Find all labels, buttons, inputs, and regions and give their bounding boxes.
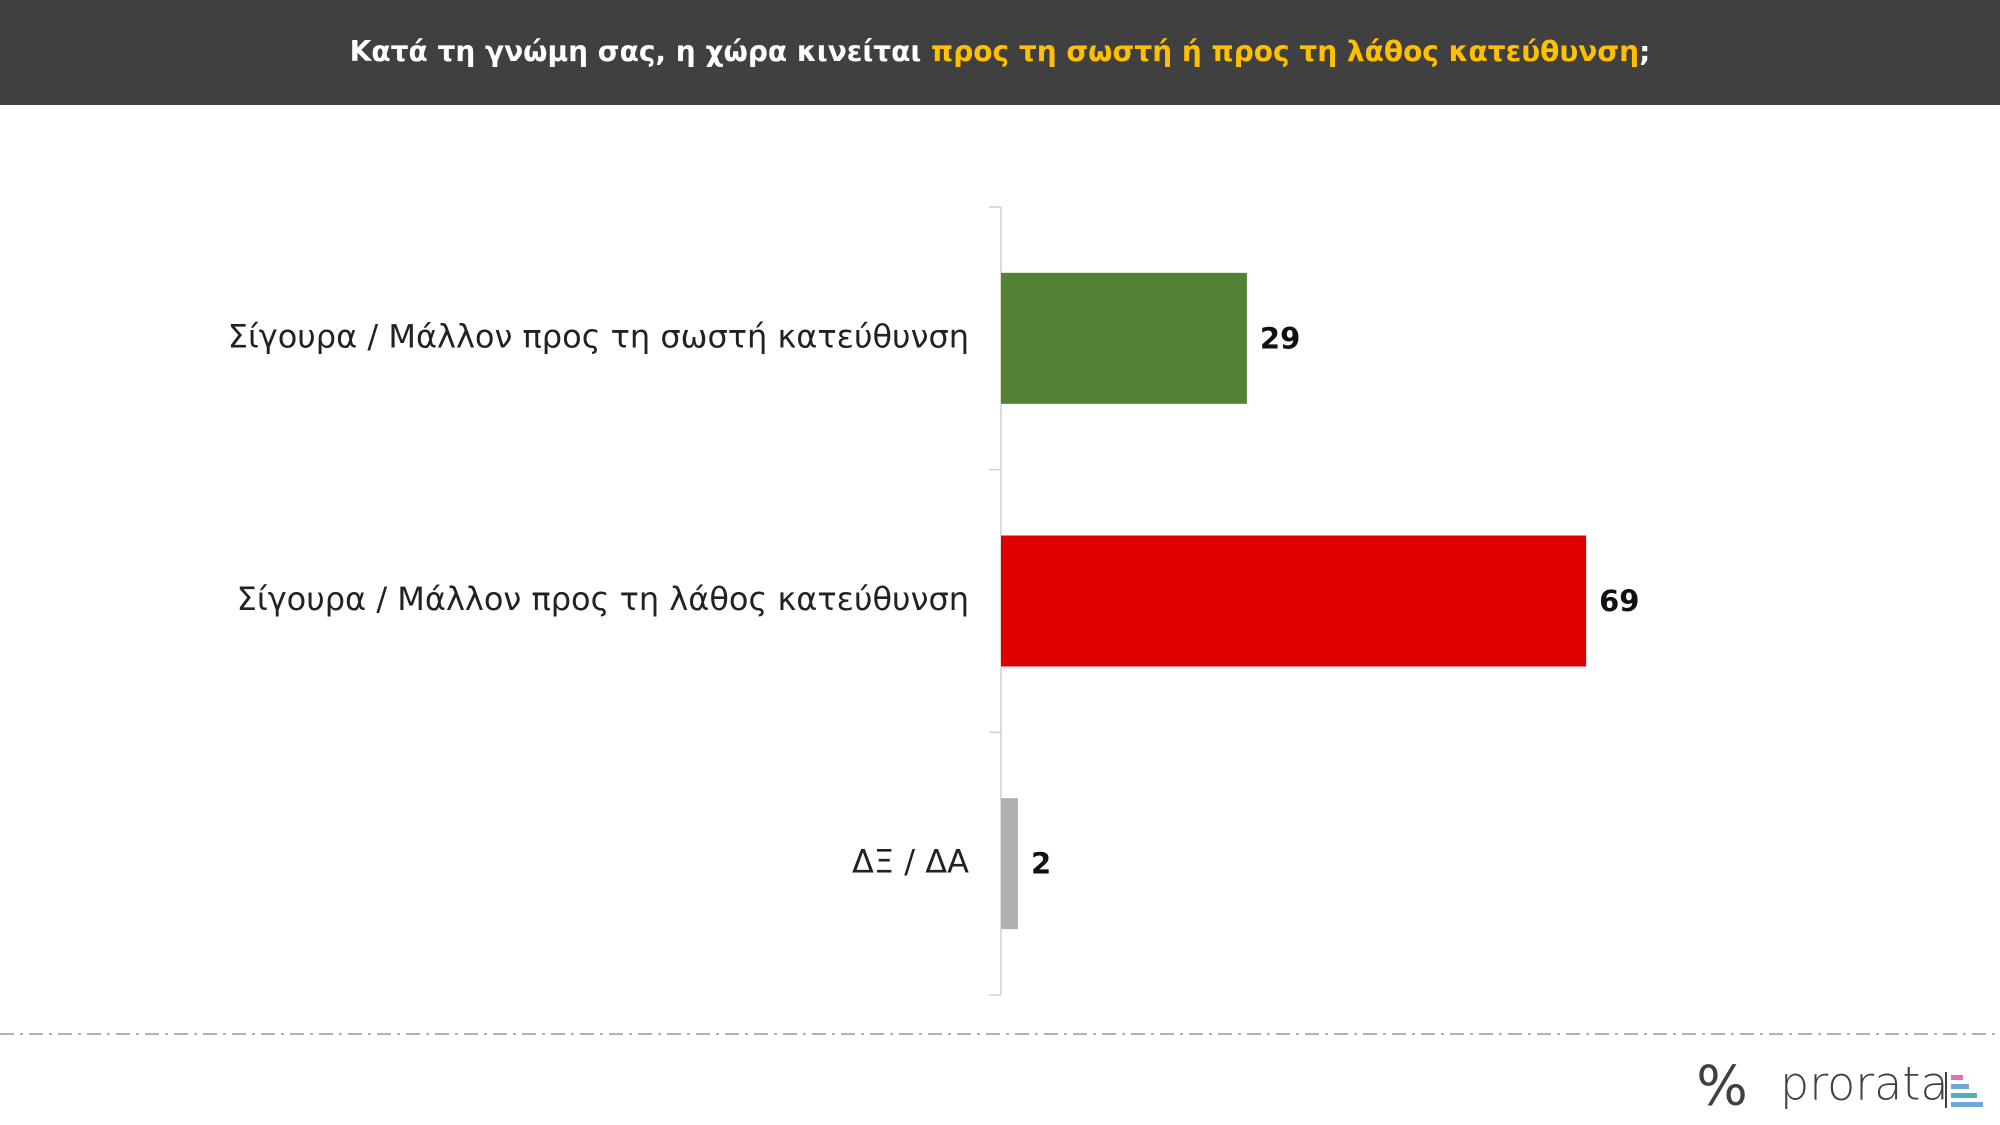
bar [1001,535,1587,667]
value-label: 2 [1031,847,1051,881]
header-bar [0,0,2000,105]
chart-title: Κατά τη γνώμη σας, η χώρα κινείται προς … [350,35,1651,68]
logo-icon [1945,1072,1983,1108]
bar [1001,798,1018,930]
value-label: 69 [1599,584,1639,618]
category-label: ΔΞ / ΔΑ [852,843,969,881]
title-part: προς τη σωστή ή προς τη λάθος κατεύθυνση [931,35,1639,68]
value-label: 29 [1260,321,1300,355]
bar [1001,272,1247,404]
title-part: ; [1639,35,1650,68]
category-label: Σίγουρα / Μάλλον προς τη σωστή κατεύθυνσ… [228,317,969,355]
logo-symbol: % [1696,1055,1747,1118]
logo-text: prorata [1780,1057,1949,1111]
category-label: Σίγουρα / Μάλλον προς τη λάθος κατεύθυνσ… [237,580,969,618]
title-part: Κατά τη γνώμη σας, η χώρα κινείται [350,35,931,68]
